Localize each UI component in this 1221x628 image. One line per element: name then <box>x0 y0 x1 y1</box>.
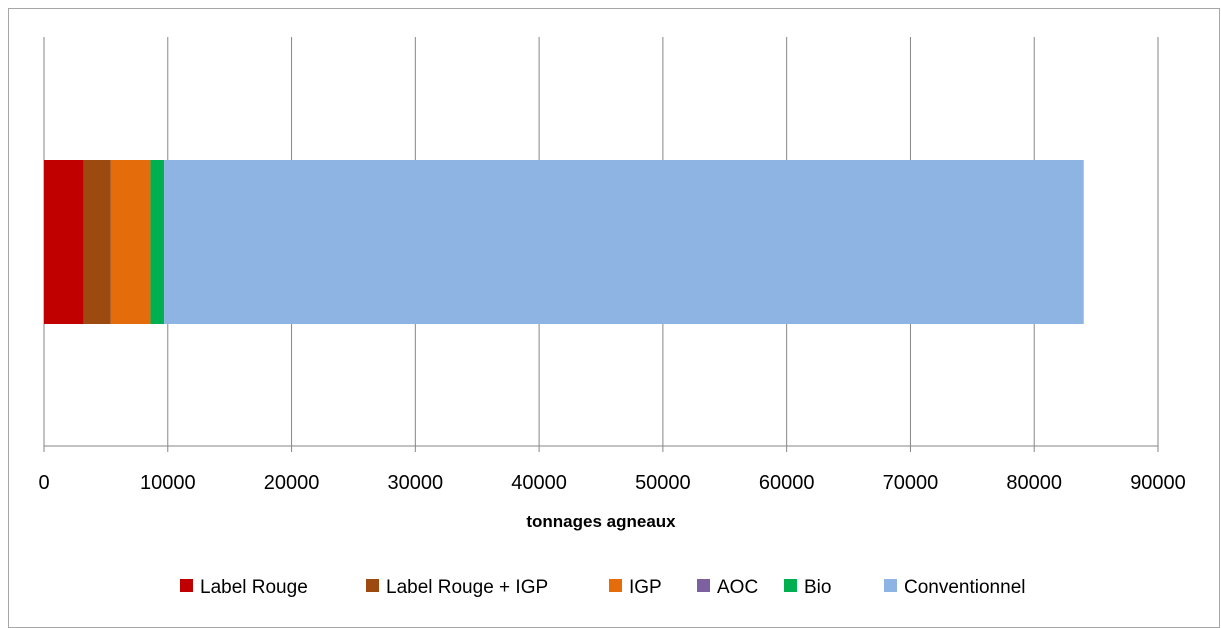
x-tick-label: 20000 <box>264 472 320 494</box>
legend-label: AOC <box>717 577 758 598</box>
x-tick-label: 0 <box>38 472 49 494</box>
x-tick-label: 70000 <box>883 472 939 494</box>
x-tick-label: 30000 <box>388 472 444 494</box>
bar-segment-label-rouge-igp <box>83 160 111 324</box>
legend-swatch <box>884 579 897 592</box>
legend-swatch <box>697 579 710 592</box>
legend-label: Bio <box>804 577 831 598</box>
bar-segment-conventionnel <box>164 160 1084 324</box>
x-tick-label: 60000 <box>759 472 815 494</box>
x-tick-label: 90000 <box>1130 472 1186 494</box>
x-tick-label: 40000 <box>511 472 567 494</box>
x-tick-label: 80000 <box>1006 472 1062 494</box>
x-tick-labels: 0 10000 20000 30000 40000 50000 60000 70000 8000… <box>38 472 1185 494</box>
bar-segment-label-rouge <box>44 160 84 324</box>
legend-swatch <box>784 579 797 592</box>
bar-segment-igp <box>110 160 151 324</box>
x-axis-title: tonnages agneaux <box>526 512 676 531</box>
legend-label: IGP <box>629 577 662 598</box>
legend-swatch <box>366 579 379 592</box>
legend-swatch <box>180 579 193 592</box>
legend-label: Label Rouge <box>200 577 308 598</box>
legend-swatch <box>609 579 622 592</box>
x-tick-label: 10000 <box>140 472 196 494</box>
bar-segments <box>44 160 1084 324</box>
legend: Label Rouge Label Rouge + IGP IGP AOC Bio Con… <box>180 577 1025 598</box>
legend-label: Conventionnel <box>904 577 1025 598</box>
x-tick-label: 50000 <box>635 472 691 494</box>
bar-segment-bio <box>150 160 165 324</box>
legend-label: Label Rouge + IGP <box>386 577 548 598</box>
